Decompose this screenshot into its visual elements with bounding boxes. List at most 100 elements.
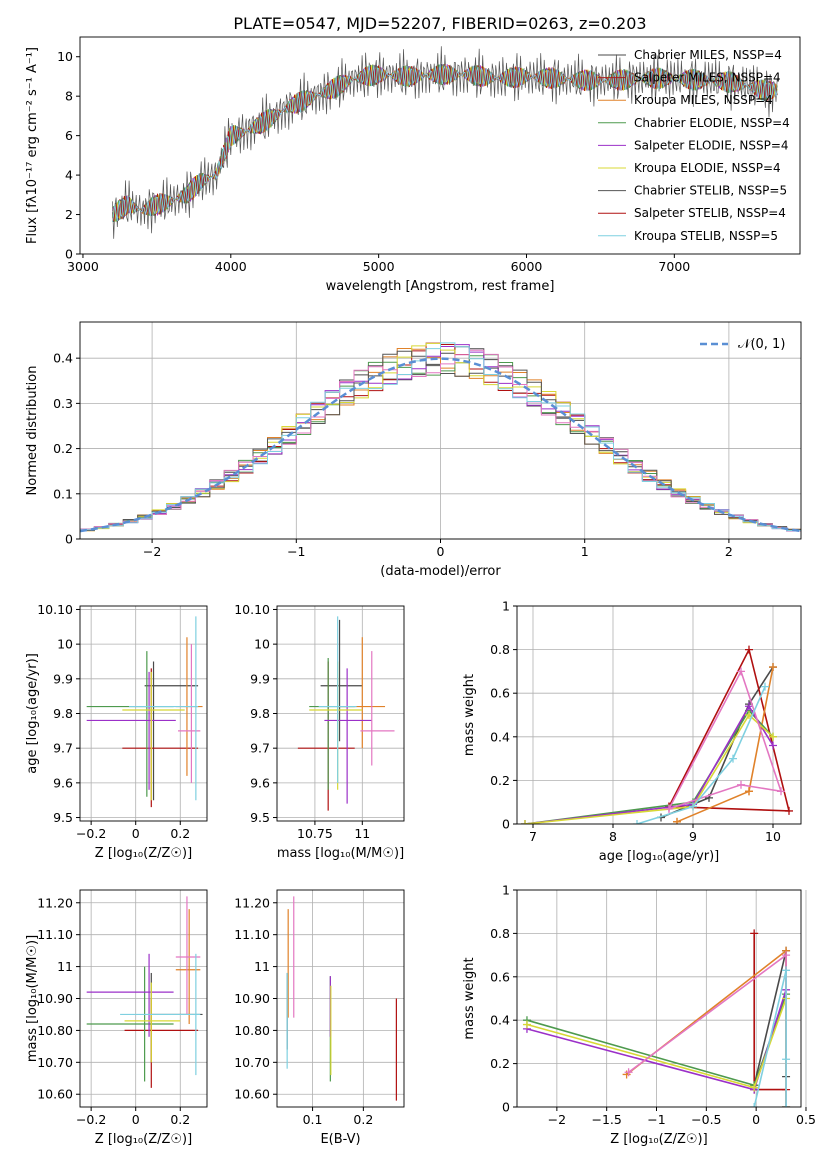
errorbar-point [150,972,203,1063]
x-tick-label: 7 [529,829,537,844]
weight-marker [522,1020,531,1029]
axes-frame [79,605,208,822]
y-tick-label: 10.70 [234,1055,270,1070]
weight-marker [745,702,753,711]
x-tick-label: 8 [609,829,617,844]
y-tick-label: 9.8 [53,706,73,721]
errorbar-point [120,953,201,1076]
y-tick-label: 6 [65,128,73,143]
y-tick-label: 0.2 [490,773,510,788]
weight-marker [750,1083,759,1092]
y-tick-label: 2 [65,207,73,222]
y-tick-label: 10.60 [37,1087,73,1102]
weight-line [524,713,774,824]
weight-marker [782,1055,791,1064]
axes-frame [516,889,802,1108]
weight-line [636,686,766,824]
weight-marker [782,966,791,975]
x-tick-label: 0.2 [170,826,190,841]
y-tick-label: 0.1 [53,486,73,501]
axes-frame [276,605,405,822]
normal-curve [80,357,801,533]
grid [517,889,807,1108]
legend-label: Chabrier MILES, NSSP=4 [634,48,782,62]
y-tick-label: 0.2 [53,441,73,456]
legend-label: Salpeter MILES, NSSP=4 [634,71,781,85]
x-tick-label: −0.2 [76,1112,106,1127]
x-tick-label: −0.5 [691,1112,721,1127]
y-tick-label: 11 [254,959,270,974]
weight-marker [769,732,777,741]
x-tick-label: 4000 [215,259,247,274]
errorbar-point [86,671,176,790]
errorbar-point [309,661,363,790]
y-tick-label: 9.5 [53,810,73,825]
x-axis-label: E(B-V) [320,1132,360,1147]
x-tick-label: 0.2 [170,1112,190,1127]
y-tick-label: 10.80 [37,1023,73,1038]
x-tick-label: 9 [689,829,697,844]
y-tick-label: 10.70 [37,1055,73,1070]
grid [277,890,404,1107]
x-tick-label: −2 [548,1112,566,1127]
plot-area [112,46,778,239]
x-tick-label: 11 [354,826,370,841]
errorbar-point [124,982,181,1063]
x-tick-label: 6000 [511,259,543,274]
weight-line [524,704,774,824]
y-axis-label: mass weight [462,957,477,1039]
y-tick-label: 10.60 [234,1087,270,1102]
y-tick-label: 11 [57,959,73,974]
weight-marker [769,741,777,750]
y-tick-label: 4 [65,168,73,183]
y-tick-label: 0.6 [490,686,510,701]
y-axis-label: Normed distribution [25,366,40,496]
x-tick-label: 5000 [363,259,395,274]
errorbar-point [297,661,355,811]
weight-line [668,669,783,810]
grid [517,605,801,825]
y-tick-label: 10.90 [37,991,73,1006]
y-tick-label: 9.7 [250,741,270,756]
y-tick-label: 10 [254,637,270,652]
figure-title: PLATE=0547, MJD=52207, FIBERID=0263, z=0… [233,14,646,33]
panel-residuals: −2 −1 0 1 2 0 0.1 0.2 0.3 0.4 (data-model)/error No… [25,321,802,579]
y-axis-label: age [log₁₀(age/yr)] [25,653,40,774]
errorbar-point [360,651,395,766]
x-axis-label: mass [log₁₀(M/M☉)] [277,846,404,861]
y-tick-label: 0.8 [490,926,510,941]
errorbar-point [324,668,372,804]
plot-area [286,896,397,1101]
errorbar-point [178,644,201,783]
weight-line [524,709,774,824]
x-tick-label: 0 [132,1112,140,1127]
legend-label: Kroupa STELIB, NSSP=5 [634,229,778,243]
x-tick-label: 0.1 [303,1112,323,1127]
weight-marker [745,645,753,654]
plot-area [80,342,801,533]
y-tick-label: 9.6 [53,775,73,790]
x-tick-label: −1.5 [592,1112,622,1127]
axes-frame [79,36,801,255]
weight-line [753,970,787,1107]
y-tick-label: 0 [502,1100,510,1115]
errorbar-point [129,616,199,801]
plot-area [297,616,395,811]
y-tick-label: 9.9 [250,671,270,686]
y-tick-label: 10 [57,637,73,652]
weight-marker [750,1103,759,1107]
x-tick-label: 0 [437,544,445,559]
y-tick-label: 0 [65,532,73,547]
y-tick-label: 10.80 [234,1023,270,1038]
grid [80,890,207,1107]
weight-marker [624,1068,633,1077]
y-tick-label: 1 [502,883,510,898]
y-tick-label: 9.6 [250,775,270,790]
y-tick-label: 11.20 [234,895,270,910]
weight-marker [521,820,529,824]
errorbar-point [144,661,199,801]
x-axis-label: (data-model)/error [380,564,501,579]
errorbar-point [86,651,174,797]
axes-frame [79,889,208,1108]
